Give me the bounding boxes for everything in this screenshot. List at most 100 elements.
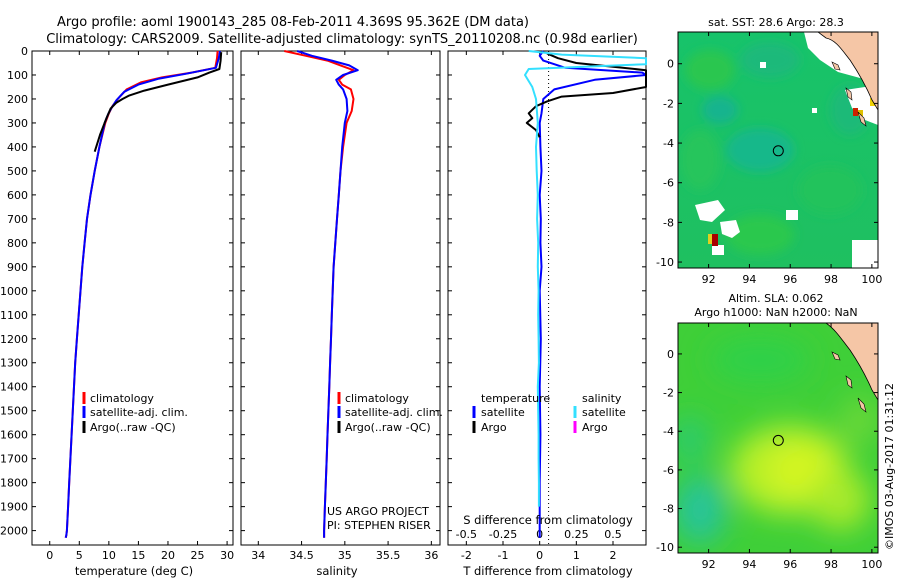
map-y-tick-label: 0 [667, 348, 674, 361]
legend-header-salinity: salinity [582, 392, 622, 405]
depth-tick-label: 1000 [0, 285, 28, 298]
x-tick-label: 35.5 [376, 549, 401, 562]
salinity-legend: climatology satellite-adj. clim. Argo(..… [337, 392, 443, 434]
cloud-gap [720, 220, 740, 238]
depth-tick-label: 600 [7, 189, 28, 202]
land-sumatra [817, 32, 878, 111]
legend-label-satellite-adj: satellite-adj. clim. [90, 406, 188, 419]
x-tick-label: 34.5 [289, 549, 314, 562]
sst-warm-pixel [708, 234, 714, 244]
island [857, 111, 867, 127]
sst-hot-pixel [712, 234, 718, 246]
depth-tick-label: 800 [7, 237, 28, 250]
map-y-tick-label: -4 [663, 137, 674, 150]
figure-title-line2: Climatology: CARS2009. Satellite-adjuste… [46, 32, 638, 47]
sst-map-axes: 92 94 96 98 100 0 -2 -4 -6 -8 -10 [656, 32, 882, 286]
x-tick-label: 36 [424, 549, 438, 562]
sst-texture [680, 42, 870, 255]
map-y-tick-label: -8 [663, 503, 674, 516]
depth-tick-label: 200 [7, 93, 28, 106]
sla-map-frame [677, 322, 879, 554]
depth-tick-label: 0 [21, 45, 28, 58]
x-tick-label: 2 [610, 549, 617, 562]
s-tick-label: -0.25 [489, 528, 517, 541]
sst-map-frame [677, 31, 879, 269]
depth-tick-label: 1300 [0, 357, 28, 370]
legend-label-climatology: climatology [345, 392, 409, 405]
s-tick-label: -0.5 [456, 528, 477, 541]
x-tick-label: -2 [461, 549, 472, 562]
legend-label-argo: Argo(..raw -QC) [90, 421, 176, 434]
sst-map-title: sat. SST: 28.6 Argo: 28.3 [708, 16, 844, 29]
sla-map-subtitle: Argo h1000: NaN h2000: NaN [694, 306, 857, 319]
depth-tick-label: 300 [7, 117, 28, 130]
cloud-gap [712, 245, 724, 255]
cloud-gap [812, 108, 817, 113]
imos-credit: ©IMOS 03-Aug-2017 01:31:12 [883, 383, 896, 550]
depth-tick-label: 500 [7, 165, 28, 178]
x-tick-label: 5 [76, 549, 83, 562]
difference-x-label-top: S difference from climatology [463, 513, 633, 527]
island [831, 61, 841, 71]
sla-map-title: Altim. SLA: 0.062 [728, 292, 823, 305]
map-y-tick-label: -8 [663, 216, 674, 229]
s-tick-label: 0.5 [604, 528, 622, 541]
salinity-series [284, 50, 359, 538]
depth-tick-label: 1200 [0, 333, 28, 346]
temperature-x-label: temperature (deg C) [75, 564, 193, 578]
legend-label-t-satellite: satellite [481, 406, 525, 419]
difference-series [524, 50, 647, 538]
temperature-x-axis: 0 5 10 15 20 25 30 [46, 51, 234, 562]
x-tick-label: 15 [131, 549, 145, 562]
map-y-tick-label: -10 [656, 541, 674, 554]
depth-tick-label: 1400 [0, 381, 28, 394]
x-tick-label: 0 [46, 549, 53, 562]
map-x-tick-label: 98 [824, 558, 838, 571]
island [857, 397, 867, 413]
depth-tick-label: 1800 [0, 477, 28, 490]
depth-tick-label: 1600 [0, 429, 28, 442]
sst-map [678, 32, 878, 268]
island [831, 351, 841, 361]
map-y-tick-label: 0 [667, 58, 674, 71]
salinity-x-axis: 34 34.5 35 35.5 36 [251, 51, 438, 562]
map-y-tick-label: -10 [656, 256, 674, 269]
cloud-gap [695, 200, 725, 222]
sst-warm-pixel [858, 110, 863, 116]
land-sumatra [825, 323, 878, 401]
series-line-satellite-adj-clim- [296, 50, 359, 538]
map-x-tick-label: 100 [861, 273, 882, 286]
series-line-climatology [284, 50, 355, 538]
x-tick-label: 35 [338, 549, 352, 562]
depth-tick-label: 1700 [0, 453, 28, 466]
island [845, 375, 853, 389]
figure-title-line1: Argo profile: aoml 1900143_285 08-Feb-20… [57, 15, 529, 30]
cloud-gap [786, 210, 798, 220]
cloud-gap [852, 240, 878, 268]
map-x-tick-label: 100 [861, 558, 882, 571]
map-y-tick-label: -2 [663, 97, 674, 110]
depth-tick-label: 1500 [0, 405, 28, 418]
map-y-tick-label: -4 [663, 425, 674, 438]
depth-tick-label: 2000 [0, 525, 28, 538]
pi-annotation: PI: STEPHEN RISER [327, 519, 431, 532]
series-line-t-satellite [538, 50, 647, 538]
map-x-tick-label: 96 [783, 558, 797, 571]
temperature-series [64, 50, 223, 539]
map-y-tick-label: -2 [663, 387, 674, 400]
depth-tick-label: 1100 [0, 309, 28, 322]
salinity-x-label: salinity [316, 564, 357, 578]
sla-texture [678, 338, 878, 544]
x-tick-label: 0 [536, 549, 543, 562]
salinity-plot-frame [240, 50, 441, 546]
legend-label-satellite-adj: satellite-adj. clim. [345, 406, 443, 419]
s-tick-label: 0.25 [564, 528, 589, 541]
cloud-gap [760, 62, 766, 68]
depth-tick-label: 100 [7, 69, 28, 82]
map-y-tick-label: -6 [663, 464, 674, 477]
sst-argo-location-marker [772, 145, 784, 157]
depth-tick-label: 1900 [0, 501, 28, 514]
sst-hot-pixel [853, 108, 858, 116]
x-tick-label: 10 [102, 549, 116, 562]
depth-tick-label: 400 [7, 141, 28, 154]
